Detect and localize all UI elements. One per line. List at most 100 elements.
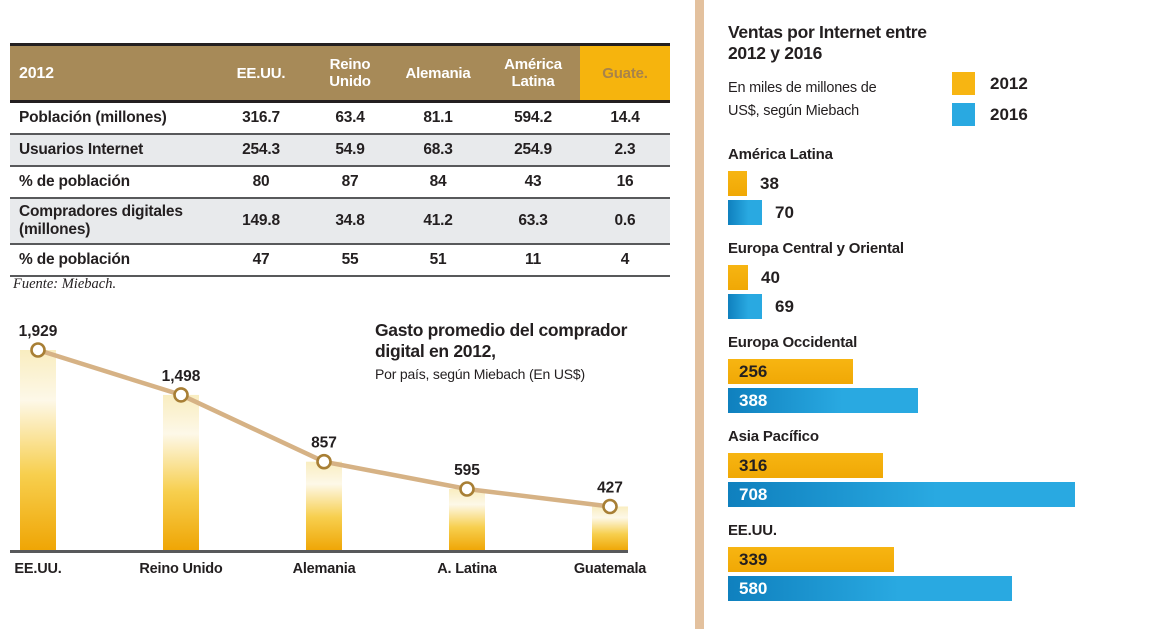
bar-row-2012: 38 (728, 171, 1163, 196)
bar-value-label: 70 (775, 203, 794, 222)
bar-group-4: Asia Pacífico 316 708 (728, 428, 1163, 507)
legend-item-2016: 2016 (952, 103, 1028, 126)
row-label: Población (millones) (10, 101, 212, 135)
row-label: Usuarios Internet (10, 134, 212, 167)
bar-2012 (728, 453, 883, 478)
table-row: Población (millones) 316.7 63.4 81.1 594.2 14… (10, 101, 670, 135)
cell-value: 316.7 (212, 101, 310, 135)
gasto-chart-subtitle: Por país, según Miebach (En US$) (375, 366, 585, 382)
gasto-promedio-chart: 1,929 1,498 857 595 427 EE.UU. Reino Unido Alem… (10, 318, 650, 603)
bar-row-2012: 40 (728, 265, 1163, 290)
table-header: 2012 EE.UU. Reino Unido Alemania América Lat… (10, 43, 670, 103)
legend-label-2016: 2016 (990, 104, 1028, 124)
bar-value-label: 40 (761, 268, 780, 287)
cell-value: 254.3 (212, 134, 310, 167)
data-point-value: 1,498 (162, 368, 201, 385)
ventas-chart-title: Ventas por Internet entre 2012 y 2016 (728, 22, 927, 63)
row-label: Compradores digitales (millones) (10, 198, 212, 245)
cell-value: 43 (486, 166, 580, 199)
table-row: Usuarios Internet 254.3 54.9 68.3 254.9 2.3 (10, 134, 670, 167)
bar-row-2016: 388 (728, 388, 1163, 413)
bar-group-label: EE.UU. (728, 522, 777, 539)
bar-value-label: 69 (775, 297, 794, 316)
cell-value: 54.9 (310, 134, 390, 167)
bar-value-label: 256 (739, 362, 768, 381)
gradient-bar (306, 461, 342, 551)
cell-value: 68.3 (390, 134, 486, 167)
bar-group-label: Europa Central y Oriental (728, 240, 904, 257)
bar-value-label: 316 (739, 456, 768, 475)
legend-swatch-2016 (952, 103, 975, 126)
table-header-4: América Latina (486, 43, 580, 103)
bar-2016 (728, 294, 762, 319)
cell-value: 254.9 (486, 134, 580, 167)
cell-value: 14.4 (580, 101, 670, 135)
cell-value: 80 (212, 166, 310, 199)
bar-row-2012: 316 (728, 453, 1163, 478)
table-body: Población (millones) 316.7 63.4 81.1 594.2 14… (10, 101, 670, 277)
data-point-value: 427 (597, 480, 623, 497)
data-point-value: 1,929 (19, 323, 58, 340)
gasto-chart-title: Gasto promedio del comprador digital en … (375, 320, 628, 361)
cell-value: 11 (486, 244, 580, 277)
data-point-value: 595 (454, 462, 480, 479)
cell-value: 84 (390, 166, 486, 199)
cell-value: 55 (310, 244, 390, 277)
ventas-bar-groups: América Latina 38 70 Europa Central y Orien… (728, 146, 1163, 616)
legend-label-2012: 2012 (990, 73, 1028, 93)
bar-row-2016: 580 (728, 576, 1163, 601)
category-label: A. Latina (437, 561, 497, 577)
bar-2012 (728, 547, 894, 572)
bar-value-label: 38 (760, 174, 779, 193)
table-row: % de población 80 87 84 43 16 (10, 166, 670, 199)
bar-row-2012: 339 (728, 547, 1163, 572)
bar-row-2016: 708 (728, 482, 1163, 507)
data-point-value: 857 (311, 435, 337, 452)
bar-value-label: 708 (739, 485, 768, 504)
panel-divider (695, 0, 704, 629)
gradient-bar (163, 394, 199, 551)
table-header-year: 2012 (10, 43, 212, 103)
bar-group-3: Europa Occidental 256 388 (728, 334, 1163, 413)
bar-2016 (728, 482, 1075, 507)
bar-value-label: 388 (739, 391, 768, 410)
cell-value: 34.8 (310, 198, 390, 245)
table-row: % de población 47 55 51 11 4 (10, 244, 670, 277)
ventas-legend: 2012 2016 (952, 72, 1028, 134)
bar-row-2016: 69 (728, 294, 1163, 319)
legend-item-2012: 2012 (952, 72, 1028, 95)
data-point-marker (30, 342, 46, 358)
row-label: % de población (10, 244, 212, 277)
bar-group-2: Europa Central y Oriental 40 69 (728, 240, 1163, 319)
gradient-bar (20, 350, 56, 551)
bar-row-2012: 256 (728, 359, 1163, 384)
data-point-marker (316, 453, 332, 470)
row-label: % de población (10, 166, 212, 199)
cell-value: 16 (580, 166, 670, 199)
category-label: EE.UU. (14, 561, 62, 577)
data-point-marker (459, 481, 475, 497)
category-label: Guatemala (573, 561, 647, 577)
bar-group-label: América Latina (728, 146, 833, 163)
data-point-marker (602, 498, 618, 515)
bar-group-label: Asia Pacífico (728, 428, 819, 445)
ventas-chart-subtitle: En miles de millones de US$, según Mieba… (728, 80, 877, 119)
table-header-3: Alemania (390, 43, 486, 103)
gasto-chart-title-block: Gasto promedio del comprador digital en … (375, 320, 645, 382)
bar-2016 (728, 200, 762, 225)
bar-group-5: EE.UU. 339 580 (728, 522, 1163, 601)
bar-value-label: 339 (739, 550, 768, 569)
bar-2016 (728, 388, 918, 413)
cell-value: 594.2 (486, 101, 580, 135)
cell-value: 2.3 (580, 134, 670, 167)
category-label: Alemania (292, 561, 356, 577)
table-header-5: Guate. (580, 43, 670, 103)
bar-row-2016: 70 (728, 200, 1163, 225)
cell-value: 87 (310, 166, 390, 199)
internet-2012-table: 2012 EE.UU. Reino Unido Alemania América Lat… (10, 43, 670, 277)
category-label: Reino Unido (139, 561, 223, 577)
bar-2012 (728, 359, 853, 384)
table-row: Compradores digitales (millones) 149.8 34.… (10, 198, 670, 245)
gradient-bar (449, 489, 485, 551)
